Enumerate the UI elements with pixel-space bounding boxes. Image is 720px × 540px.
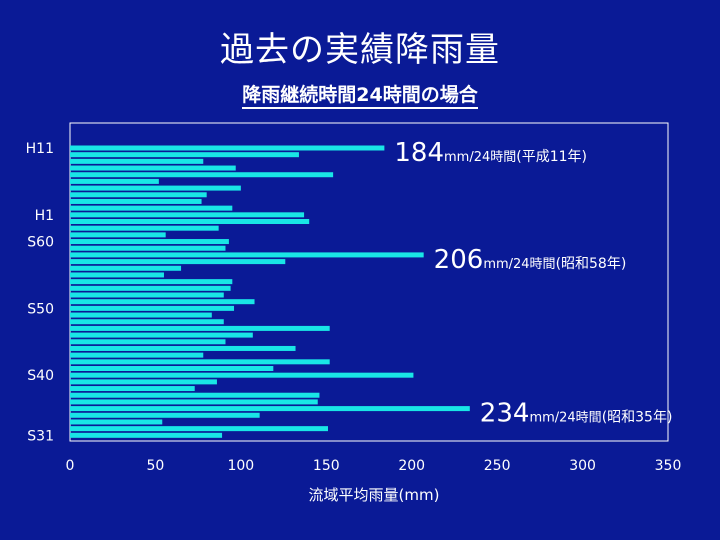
annotation-year: (昭和35年) [602,410,673,426]
bar [70,392,320,398]
bar [70,359,330,365]
annotation-unit: mm/24時間 [483,257,555,272]
bar [70,158,204,164]
bar [70,312,212,318]
y-axis-label: H1 [35,208,54,224]
x-tick-label: 150 [313,458,340,474]
bar [70,319,224,325]
bar [70,212,305,218]
bar [70,172,334,178]
bar [70,259,286,265]
y-axis-label: S60 [27,235,54,251]
bar [70,386,195,392]
x-tick-label: 200 [398,458,425,474]
annotation-value: 206 [434,245,484,275]
bar [70,219,310,224]
bar [70,198,202,204]
chart-title: 過去の実績降雨量 [220,30,500,70]
bar [70,339,226,345]
bar [70,332,253,338]
bar [70,352,204,358]
x-tick-label: 50 [147,458,165,474]
bar [70,232,166,238]
bar [70,225,219,231]
x-tick-label: 300 [569,458,596,474]
bar [70,239,229,245]
bar [70,152,299,158]
bar [70,379,217,385]
bar [70,252,424,258]
chart-subtitle: 降雨継続時間24時間の場合 [0,80,720,109]
rainfall-annotation: 234mm/24時間(昭和35年) [480,399,673,429]
y-axis-label: S50 [27,301,54,317]
bar [70,426,328,432]
x-tick-label: 250 [484,458,511,474]
bar [70,245,226,251]
rainfall-annotation: 206mm/24時間(昭和58年) [434,245,627,275]
annotation-unit: mm/24時間 [529,411,601,426]
bar [70,419,163,425]
bar [70,165,236,171]
bar [70,406,470,412]
chart-subtitle-text: 降雨継続時間24時間の場合 [242,84,478,109]
bar [70,285,231,291]
annotation-year: (平成11年) [516,149,587,165]
bar [70,192,207,198]
x-tick-label: 350 [655,458,682,474]
bar [70,325,330,331]
bar [70,265,182,271]
y-axis-label: S40 [27,368,54,384]
y-axis-label: H11 [26,141,54,157]
x-tick-label: 100 [227,458,254,474]
bar [70,399,318,405]
bar [70,412,260,418]
annotation-year: (昭和58年) [556,256,627,272]
bar [70,292,224,298]
bar [70,305,235,311]
annotation-value: 184 [394,138,444,168]
bar [70,205,233,211]
y-axis-label: S31 [27,428,54,444]
bar [70,345,296,351]
bar [70,145,385,151]
bar [70,185,241,191]
annotation-unit: mm/24時間 [444,150,516,165]
bar [70,366,274,371]
bar [70,372,414,378]
bar [70,299,255,305]
bar [70,178,159,184]
bar [70,279,233,285]
annotation-value: 234 [480,399,530,429]
rainfall-annotation: 184mm/24時間(平成11年) [394,138,587,168]
x-axis-label: 流域平均雨量(mm) [309,486,440,504]
bar [70,432,223,438]
x-tick-label: 0 [66,458,75,474]
bar [70,272,164,278]
